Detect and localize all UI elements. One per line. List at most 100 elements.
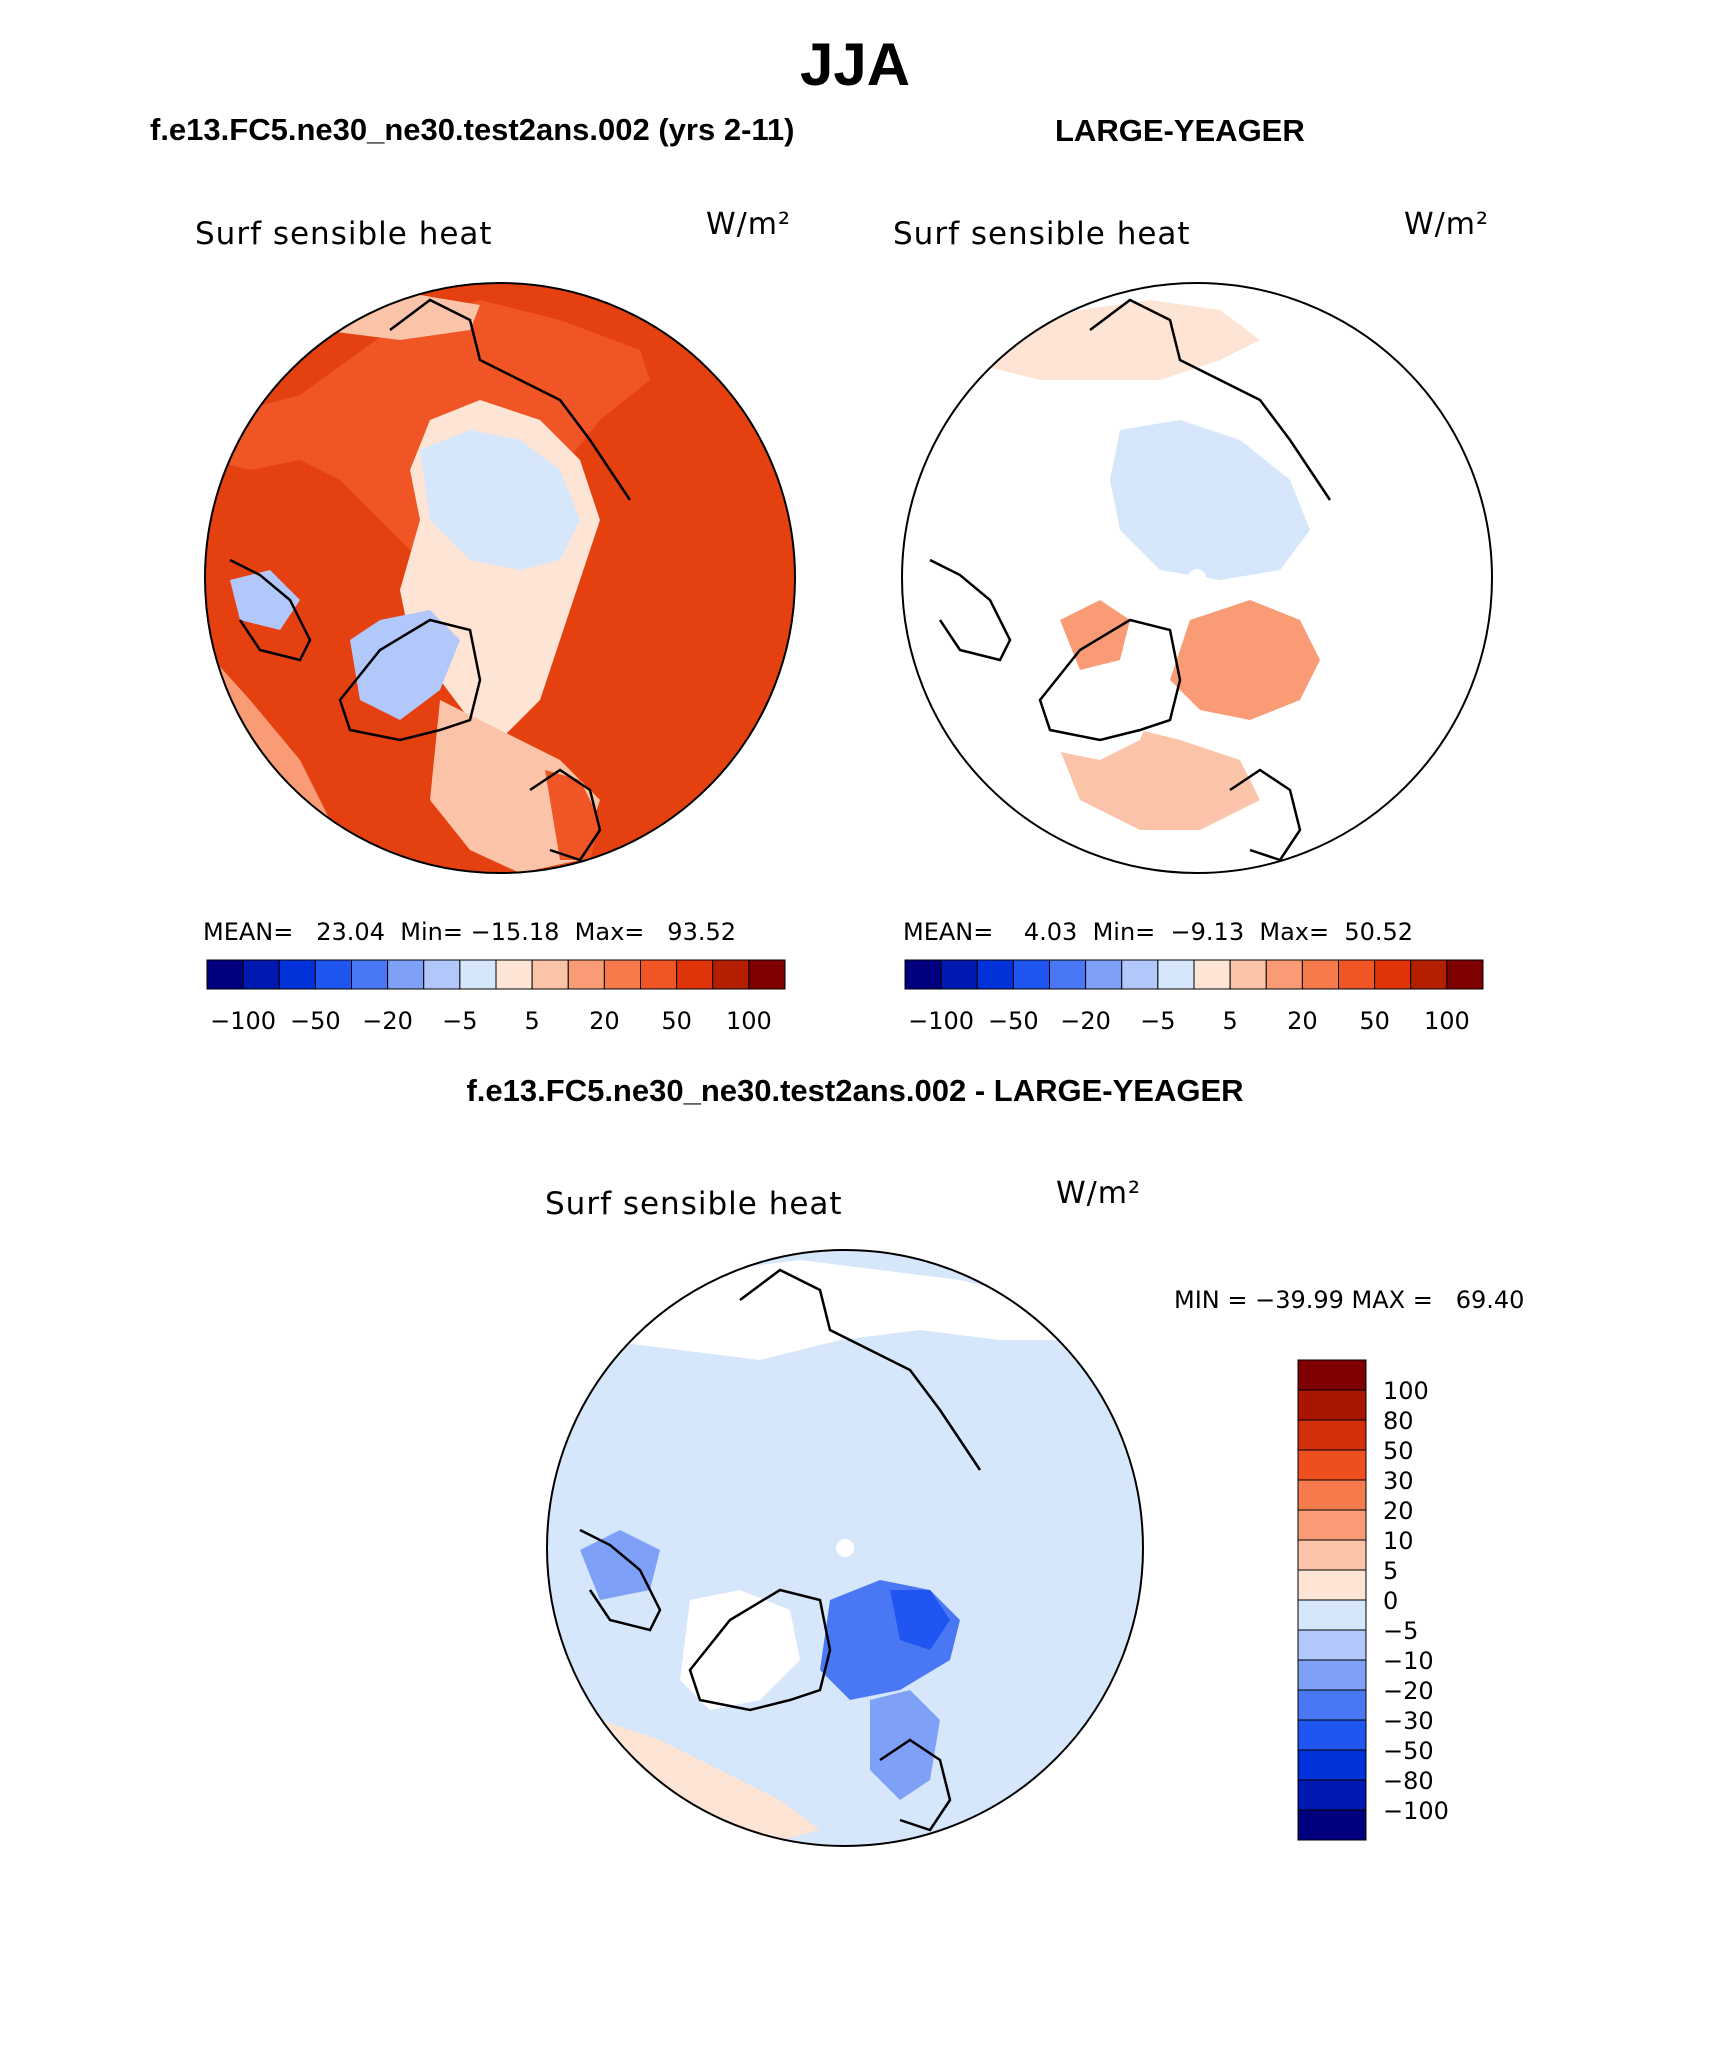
right-map-border [901,282,1493,874]
diff-variable-label: Surf sensible heat [545,1186,843,1222]
right-case-title: LARGE-YEAGER [1055,113,1305,148]
right-units-label: W/m² [1404,207,1490,242]
left-colorbar-tick-label: 50 [661,1007,692,1035]
left-max-value: 93.52 [667,918,737,946]
right-colorbar-tick-label: −5 [1140,1007,1175,1035]
diff-colorbar-label: −80 [1383,1767,1434,1795]
diff-colorbar-label: 20 [1383,1497,1414,1525]
right-colorbar-swatch [1410,959,1448,990]
right-colorbar-swatch [1265,959,1303,990]
right-polar-map [901,282,1493,874]
diff-colorbar-swatch [1297,1509,1367,1541]
diff-minmax: MIN = −39.99 MAX = 69.40 [1174,1286,1525,1314]
diff-colorbar-swatch [1297,1539,1367,1571]
right-colorbar-swatch [1049,959,1087,990]
diff-colorbar-swatch [1297,1389,1367,1421]
left-case-title: f.e13.FC5.ne30_ne30.test2ans.002 (yrs 2-… [150,112,795,147]
left-map-region-arctic-ocean [420,430,580,570]
diff-colorbar-swatch [1297,1569,1367,1601]
left-colorbar-tick-label: 5 [524,1007,539,1035]
left-min-value: −15.18 [470,918,560,946]
diff-colorbar-swatch [1297,1659,1367,1691]
diff-map-region-greenland [680,1590,800,1710]
right-colorbar-tick-label: −100 [908,1007,974,1035]
right-colorbar-swatch [976,959,1014,990]
left-colorbar-swatch [531,959,569,990]
main-title: JJA [799,31,911,98]
diff-colorbar-label: 50 [1383,1437,1414,1465]
diff-colorbar-label: 0 [1383,1587,1398,1615]
right-colorbar-swatch [1301,959,1339,990]
right-colorbar-tick-label: 50 [1359,1007,1390,1035]
right-colorbar-swatch [940,959,978,990]
diff-coastlines [579,1268,982,1832]
right-map-region-barents [1170,600,1320,720]
right-colorbar-swatch [904,959,942,990]
diff-colorbar-swatch [1297,1359,1367,1391]
diff-colorbar-label: −30 [1383,1707,1434,1735]
diff-map-region-barents-core [890,1590,950,1650]
left-colorbar-swatch [640,959,678,990]
diff-colorbar-label: −20 [1383,1677,1434,1705]
left-colorbar-swatch [242,959,280,990]
right-colorbar-swatch [1229,959,1267,990]
diff-colorbar-label: −50 [1383,1737,1434,1765]
right-colorbar-tick-label: 100 [1424,1007,1470,1035]
left-map-region-hudson [230,570,300,630]
diff-map-region-scandinavia [870,1690,940,1800]
right-colorbar-tick-label: 20 [1287,1007,1318,1035]
diff-case-title: f.e13.FC5.ne30_ne30.test2ans.002 - LARGE… [466,1073,1244,1108]
right-max-value: 50.52 [1344,918,1414,946]
diff-map-region-atlantic [600,1720,820,1846]
right-coastlines [929,298,1332,862]
left-colorbar-swatch [495,959,533,990]
right-colorbar-swatch [1157,959,1195,990]
diff-colorbar-swatch [1297,1779,1367,1811]
diff-colorbar-label: 100 [1383,1377,1429,1405]
left-colorbar-swatch [676,959,714,990]
left-colorbar-tick-label: −100 [210,1007,276,1035]
left-units-label: W/m² [706,207,792,242]
diff-colorbar-label: 30 [1383,1467,1414,1495]
left-colorbar-tick-label: −50 [290,1007,341,1035]
diff-map-region-hudson [580,1530,660,1600]
diff-units-label: W/m² [1056,1176,1142,1211]
diff-colorbar-label: −100 [1383,1797,1449,1825]
diff-colorbar-swatch [1297,1689,1367,1721]
right-colorbar-tick-label: 5 [1222,1007,1237,1035]
left-map-region-scandinavia [545,770,600,860]
right-colorbar-swatch [1012,959,1050,990]
left-colorbar-swatch [603,959,641,990]
diff-colorbar-swatch [1297,1629,1367,1661]
left-colorbar-swatch [278,959,316,990]
diff-map-pole [836,1539,854,1557]
right-colorbar-tick-label: −50 [988,1007,1039,1035]
diff-map-border [546,1249,1144,1847]
right-map-pole [1188,569,1206,587]
left-coastlines [229,298,632,862]
left-colorbar-tick-label: 100 [726,1007,772,1035]
left-colorbar-swatch [314,959,352,990]
diff-colorbar-label: 80 [1383,1407,1414,1435]
right-colorbar-swatch [1193,959,1231,990]
right-stats: MEAN= 4.03 Min= −9.13 Max= 50.52 [903,918,1413,946]
right-colorbar-swatch [1374,959,1412,990]
right-max-label: Max= [1259,918,1330,946]
right-colorbar: −100 −50 −20 −5 5 20 50 100 [904,959,1484,1035]
right-min-label: Min= [1092,918,1156,946]
diff-colorbar-swatch [1297,1749,1367,1781]
diff-colorbar-swatch [1297,1809,1367,1841]
left-stats: MEAN= 23.04 Min= −15.18 Max= 93.52 [203,918,736,946]
diff-map-region-arctic-ocean [740,1440,940,1570]
left-mean-value: 23.04 [316,918,385,946]
diff-colorbar-swatch [1297,1599,1367,1631]
left-colorbar-swatch [387,959,425,990]
right-min-value: −9.13 [1170,918,1245,946]
diff-colorbar-label: −10 [1383,1647,1434,1675]
right-mean-label: MEAN= [903,918,994,946]
left-colorbar-swatch [423,959,461,990]
left-mean-label: MEAN= [203,918,294,946]
left-min-label: Min= [400,918,463,946]
